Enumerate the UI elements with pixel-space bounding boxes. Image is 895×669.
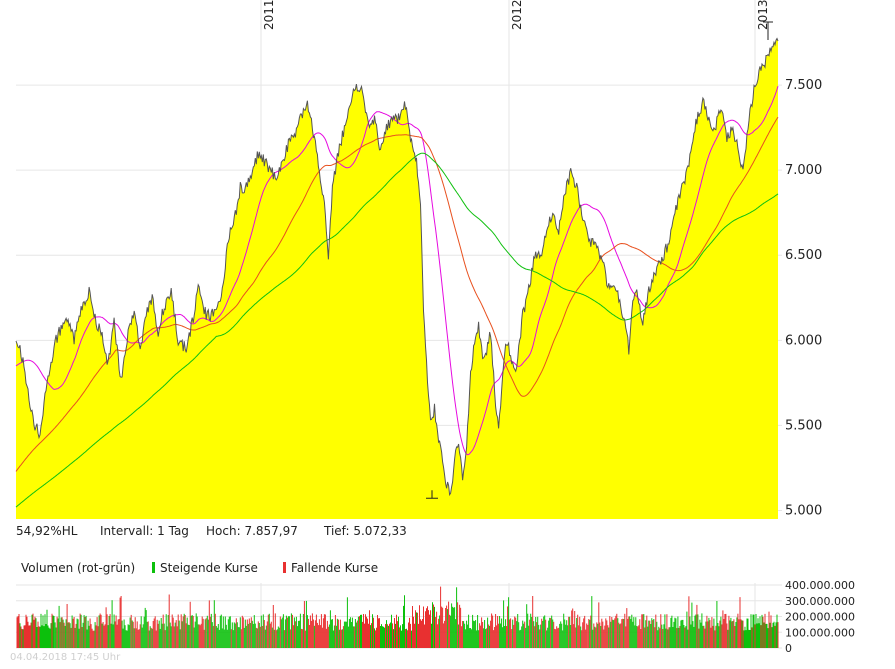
volume-tick-label: 300.000.000 xyxy=(785,595,855,608)
price-tick-label: 6.500 xyxy=(785,248,822,263)
volume-tick-label: 200.000.000 xyxy=(785,611,855,624)
low-value: Tief: 5.072,33 xyxy=(324,524,407,538)
price-area-fill xyxy=(16,38,778,519)
low-label: Tief: xyxy=(324,524,350,538)
price-line-path xyxy=(15,37,779,497)
legend-falling: Fallende Kurse xyxy=(283,561,378,575)
year-label: 2013 xyxy=(756,0,770,30)
volume-bars xyxy=(16,586,779,648)
moving-average-200 xyxy=(15,152,779,508)
volume-title: Volumen (rot-grün) xyxy=(21,561,136,575)
price-tick-label: 5.500 xyxy=(785,418,822,433)
falling-label: Fallende Kurse xyxy=(291,561,379,575)
price-tick-label: 5.000 xyxy=(785,503,822,518)
volume-tick-label: 0 xyxy=(785,642,792,655)
timestamp: 04.04.2018 17:45 Uhr xyxy=(10,652,121,663)
volume-tick-label: 400.000.000 xyxy=(785,579,855,592)
rising-label: Steigende Kurse xyxy=(160,561,258,575)
volume-tick-label: 100.000.000 xyxy=(785,626,855,639)
high-number: 7.857,97 xyxy=(244,524,298,538)
year-label: 2012 xyxy=(510,0,524,30)
high-label: Hoch: xyxy=(206,524,241,538)
price-tick-label: 7.500 xyxy=(785,78,822,93)
price-axis: 5.000 5.500 6.000 6.500 7.000 7.500 xyxy=(785,78,822,518)
falling-swatch xyxy=(283,562,286,573)
low-number: 5.072,33 xyxy=(353,524,407,538)
volume-axis: 0 100.000.000 200.000.000 300.000.000 400.00… xyxy=(785,579,855,655)
price-area xyxy=(16,38,778,519)
high-value: Hoch: 7.857,97 xyxy=(206,524,298,538)
year-label: 2011 xyxy=(262,0,276,30)
price-tick-label: 6.000 xyxy=(785,333,822,348)
year-labels: 2011 2012 2013 xyxy=(262,0,770,30)
legend-rising: Steigende Kurse xyxy=(152,561,258,575)
range-percent: 54,92%HL xyxy=(16,524,78,538)
rising-swatch xyxy=(152,562,155,573)
interval-label: Intervall: 1 Tag xyxy=(100,524,189,538)
price-tick-label: 7.000 xyxy=(785,163,822,178)
price-line xyxy=(15,21,779,499)
